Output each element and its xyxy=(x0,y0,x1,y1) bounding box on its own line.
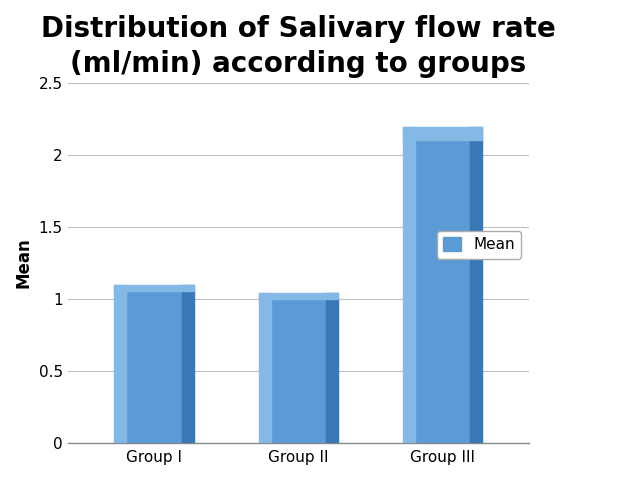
Bar xyxy=(115,285,194,291)
Title: Distribution of Salivary flow rate
(ml/min) according to groups: Distribution of Salivary flow rate (ml/m… xyxy=(41,15,556,78)
Bar xyxy=(326,293,338,443)
Bar xyxy=(259,293,338,299)
Y-axis label: Mean: Mean xyxy=(15,238,33,288)
Bar xyxy=(115,285,126,443)
Bar xyxy=(182,285,194,443)
Legend: Mean: Mean xyxy=(437,231,522,259)
Bar xyxy=(470,127,482,443)
Bar xyxy=(403,127,415,443)
Bar xyxy=(259,293,338,443)
Bar xyxy=(403,127,482,140)
Bar xyxy=(403,127,482,443)
Bar xyxy=(115,285,194,443)
Bar xyxy=(259,293,271,443)
